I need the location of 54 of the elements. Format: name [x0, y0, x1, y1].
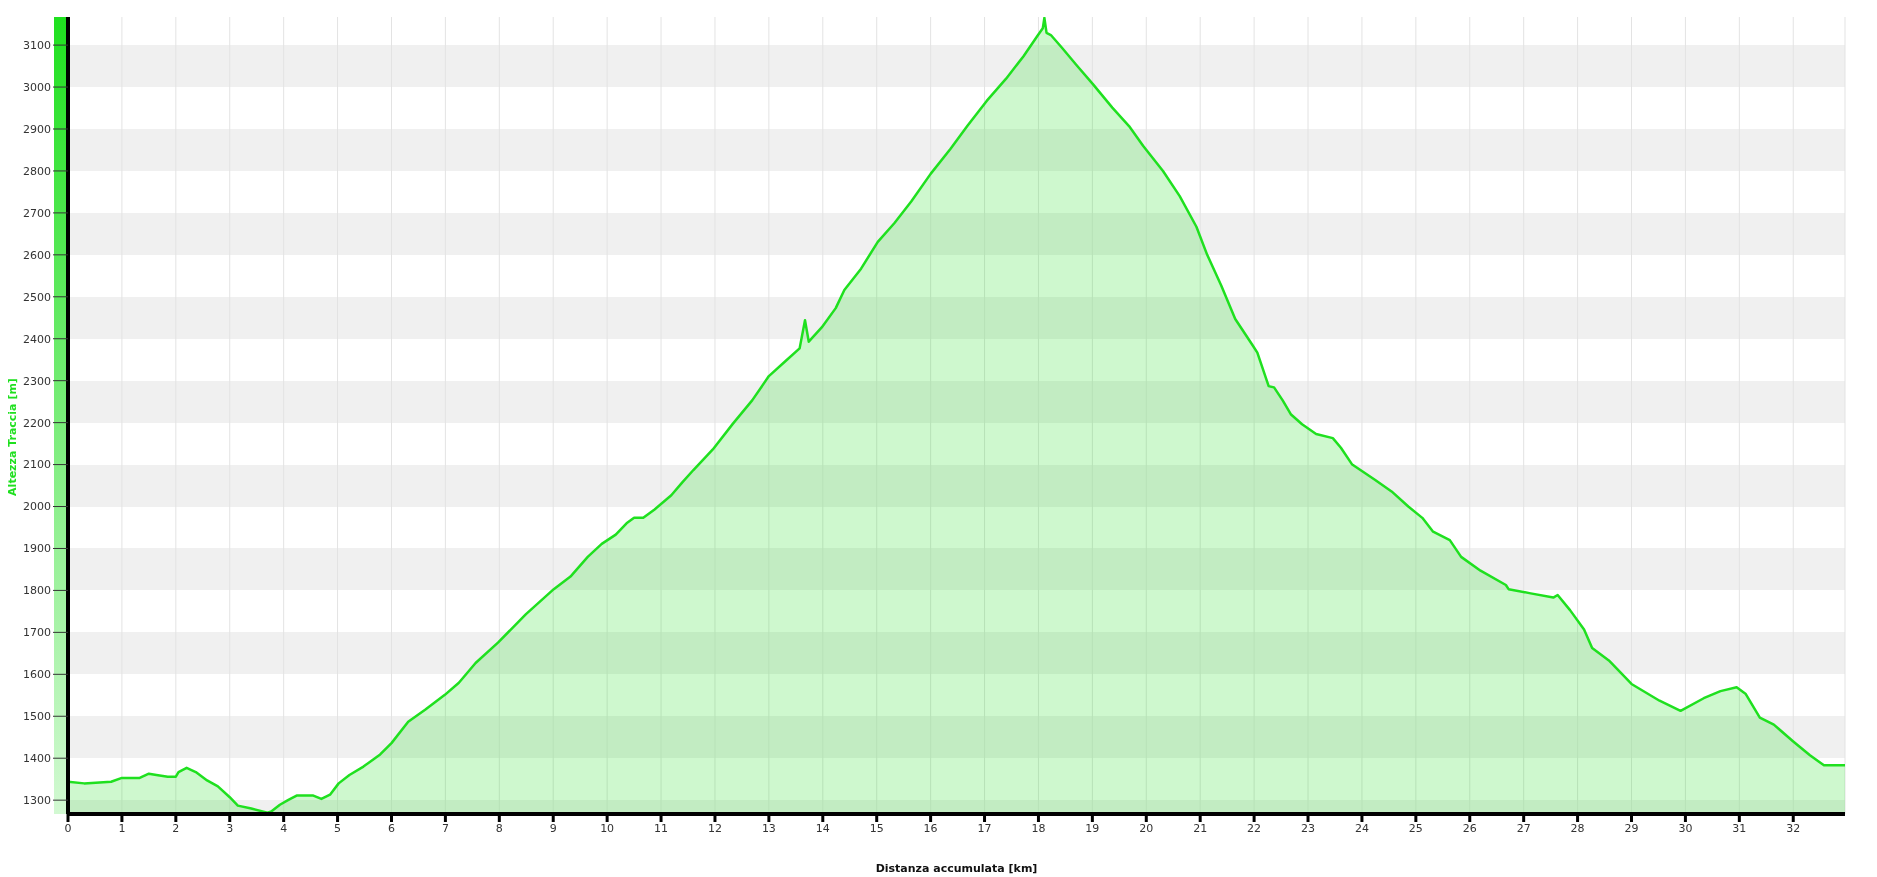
y-tick-label: 2400 — [23, 332, 51, 346]
x-tick-label: 19 — [1085, 821, 1100, 835]
y-tick-label: 1900 — [23, 542, 51, 556]
y-tick-label: 2300 — [23, 374, 51, 388]
x-tick-label: 7 — [441, 821, 449, 835]
y-tick-label: 2000 — [23, 500, 51, 514]
x-tick-label: 9 — [549, 821, 557, 835]
y-tick-label: 1700 — [23, 626, 51, 640]
x-tick-label: 14 — [815, 821, 830, 835]
y-tick-label: 2200 — [23, 416, 51, 430]
x-tick-label: 11 — [654, 821, 669, 835]
y-tick-label: 3000 — [23, 80, 51, 94]
y-tick-label: 1400 — [23, 752, 51, 766]
x-tick-label: 17 — [977, 821, 992, 835]
x-tick-label: 8 — [495, 821, 503, 835]
y-axis-title: Altezza Traccia [m] — [5, 378, 19, 496]
x-tick-label: 23 — [1301, 821, 1316, 835]
x-tick-label: 22 — [1247, 821, 1262, 835]
x-axis-title: Distanza accumulata [km] — [875, 861, 1038, 875]
x-tick-label: 1 — [118, 821, 126, 835]
x-tick-label: 24 — [1354, 821, 1369, 835]
x-tick-label: 6 — [387, 821, 395, 835]
y-tick-label: 2600 — [23, 248, 51, 262]
x-tick-label: 32 — [1786, 821, 1801, 835]
x-tick-label: 31 — [1732, 821, 1747, 835]
y-tick-label: 1500 — [23, 710, 51, 724]
x-tick-label: 12 — [707, 821, 722, 835]
x-tick-label: 27 — [1516, 821, 1531, 835]
x-tick-label: 18 — [1031, 821, 1046, 835]
x-tick-label: 25 — [1408, 821, 1423, 835]
y-tick-label: 2900 — [23, 122, 51, 136]
y-tick-label: 2100 — [23, 458, 51, 472]
x-tick-label: 13 — [761, 821, 776, 835]
x-tick-label: 10 — [600, 821, 615, 835]
y-tick-label: 2700 — [23, 206, 51, 220]
x-tick-label: 30 — [1678, 821, 1693, 835]
x-tick-label: 28 — [1570, 821, 1585, 835]
x-tick-label: 2 — [172, 821, 180, 835]
x-tick-label: 21 — [1193, 821, 1208, 835]
x-tick-label: 29 — [1624, 821, 1639, 835]
x-tick-label: 3 — [226, 821, 234, 835]
x-tick-label: 4 — [280, 821, 288, 835]
x-tick-label: 5 — [334, 821, 342, 835]
y-tick-label: 1600 — [23, 668, 51, 682]
y-tick-label: 3100 — [23, 39, 51, 53]
y-tick-label: 2800 — [23, 164, 51, 178]
y-tick-label: 1300 — [23, 794, 51, 808]
x-tick-label: 20 — [1139, 821, 1154, 835]
y-tick-label: 2500 — [23, 290, 51, 304]
x-tick-label: 15 — [869, 821, 884, 835]
y-tick-label: 1800 — [23, 584, 51, 598]
x-tick-label: 16 — [923, 821, 938, 835]
x-tick-label: 0 — [64, 821, 72, 835]
x-tick-label: 26 — [1462, 821, 1477, 835]
